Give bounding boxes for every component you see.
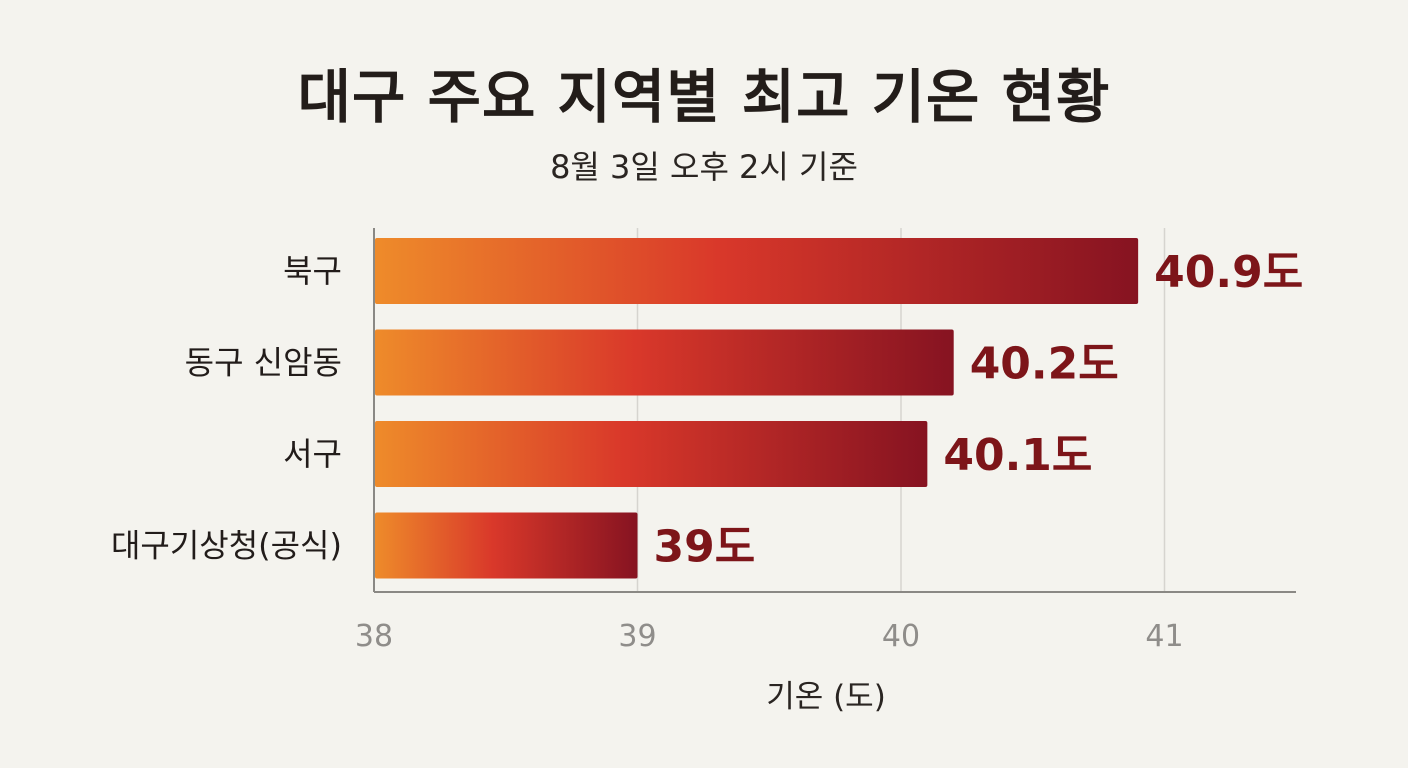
x-tick-label: 40 [882,619,920,654]
data-label: 40.1도 [943,430,1092,481]
category-label: 북구 [283,252,342,290]
data-label: 40.9도 [1154,247,1303,298]
x-axis: 38 39 40 41 기온 (도) [355,228,1296,715]
category-label: 서구 [283,435,342,473]
x-tick-label: 38 [355,619,393,654]
data-label: 39도 [654,522,756,573]
category-label: 동구 신암동 [185,344,342,382]
bar [375,421,928,487]
bar [375,238,1139,304]
x-axis-title: 기온 (도) [766,679,886,715]
category-label: 대구기상청(공식) [111,527,342,565]
bars [375,238,1139,579]
data-label: 40.2도 [970,339,1119,390]
x-tick-label: 39 [618,619,656,654]
bar [375,329,954,396]
bar [375,512,638,579]
chart-title: 대구 주요 지역별 최고 기온 현황 [297,63,1111,131]
x-tick-label: 41 [1145,619,1183,654]
chart-subtitle: 8월 3일 오후 2시 기준 [550,148,858,186]
